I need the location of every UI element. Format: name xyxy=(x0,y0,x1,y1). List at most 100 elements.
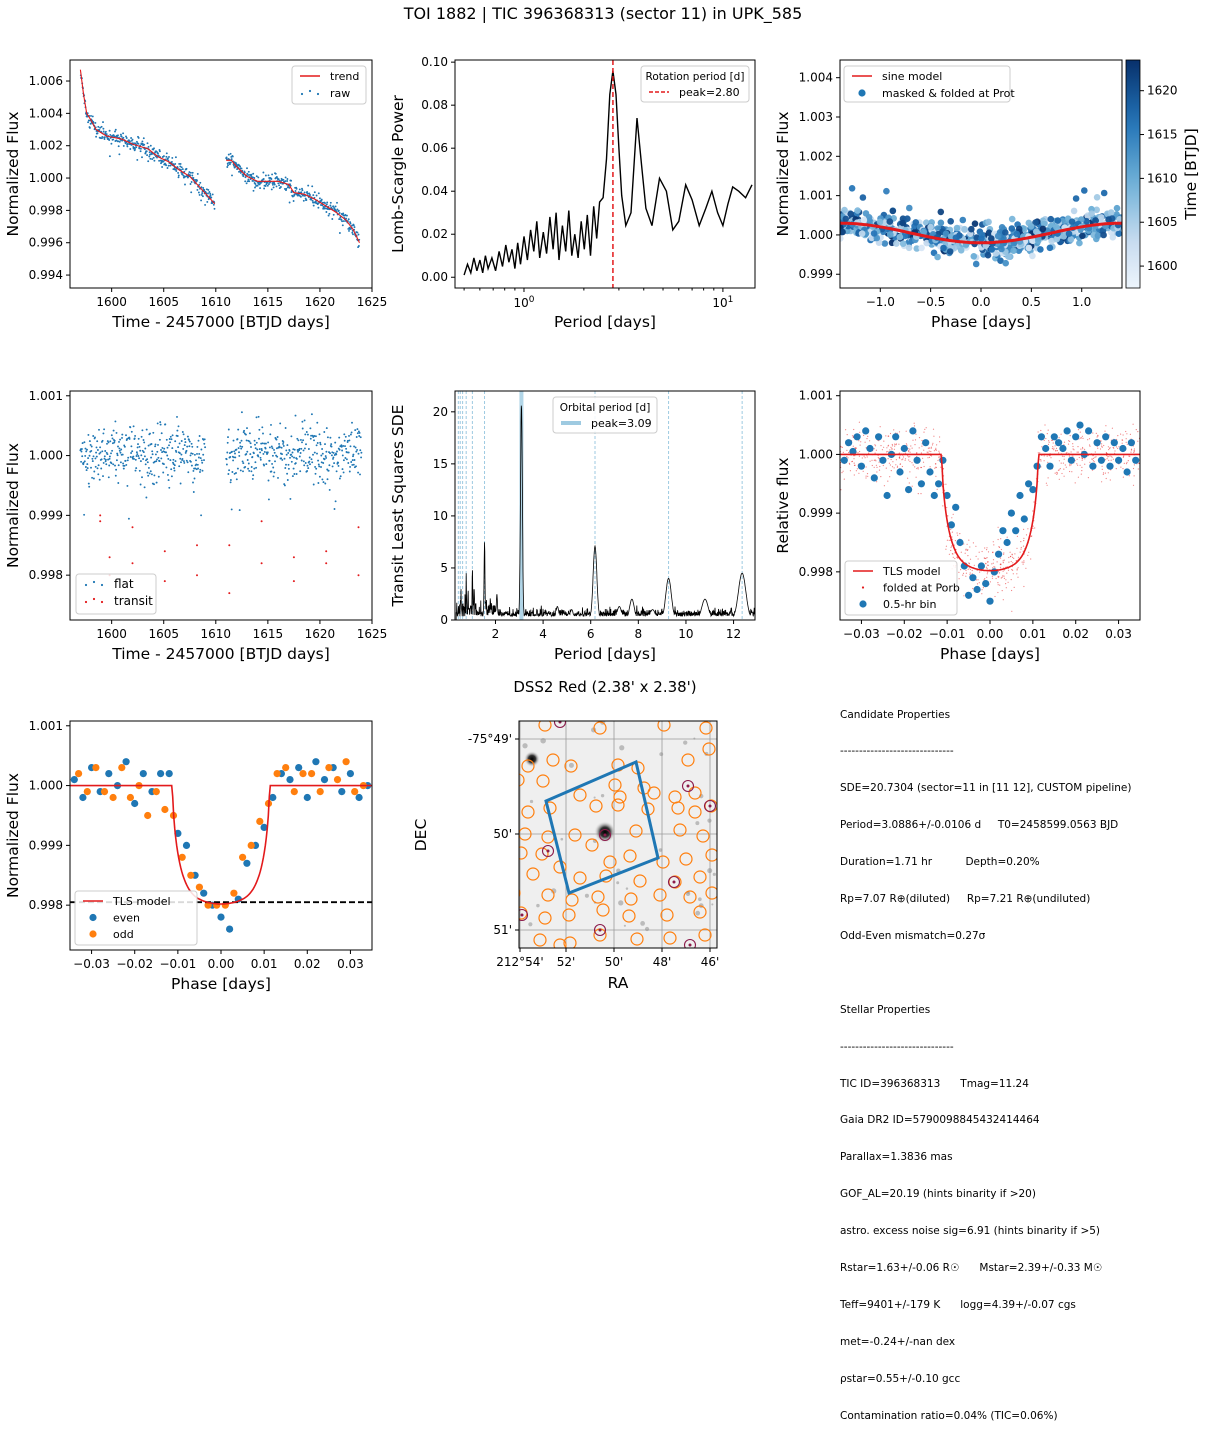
x-tick-label: −0.03 xyxy=(73,957,110,971)
binned-flux-point xyxy=(1007,509,1016,517)
flat-flux-point xyxy=(359,473,361,476)
flat-flux-point xyxy=(341,454,344,457)
background-star xyxy=(529,799,534,804)
folded-flux-point xyxy=(914,444,916,446)
x-tick-label: 1600 xyxy=(96,295,127,309)
raw-flux-point xyxy=(290,179,293,182)
gaia-source-circle xyxy=(533,933,547,947)
flat-flux-point xyxy=(330,445,333,448)
gaia-source-circle xyxy=(705,848,717,862)
y-tick-label: 0.08 xyxy=(421,98,448,112)
raw-flux-point xyxy=(114,128,117,131)
flat-flux-point xyxy=(181,458,184,460)
folded-flux-point xyxy=(1079,431,1081,433)
folded-flux-point xyxy=(876,481,878,483)
folded-flux-point xyxy=(914,439,917,441)
raw-flux-point xyxy=(321,204,324,207)
x-tick-base: 10 xyxy=(712,296,727,310)
flat-flux-point xyxy=(309,427,312,430)
flat-flux-point xyxy=(351,463,354,466)
y-tick-label: 5 xyxy=(440,561,448,575)
folded-point xyxy=(985,218,992,226)
folded-flux-point xyxy=(1138,462,1140,464)
x-tick-label: 50' xyxy=(605,955,624,969)
candidate-line: Period=3.0886+/-0.0106 d T0=2458599.0563… xyxy=(840,819,1119,832)
flat-flux-point xyxy=(304,433,307,436)
folded-point xyxy=(972,260,980,268)
stellar-line: met=-0.24+/-nan dex xyxy=(840,1335,956,1348)
folded-flux-point xyxy=(1005,579,1007,581)
folded-flux-point xyxy=(1003,553,1005,555)
binned-flux-point xyxy=(935,480,943,488)
flat-flux-point xyxy=(308,460,311,463)
flat-flux-point xyxy=(259,458,262,461)
raw-flux-point xyxy=(117,140,120,143)
legend-dot-swatch xyxy=(859,600,867,608)
flat-flux-point xyxy=(312,453,314,456)
folded-flux-point xyxy=(969,546,971,548)
gaia-source-circle xyxy=(526,867,540,881)
y-tick-label: 0.998 xyxy=(29,568,63,582)
raw-flux-point xyxy=(342,212,345,215)
odd-flux-point xyxy=(100,788,109,796)
flat-flux-point xyxy=(186,445,189,448)
flat-flux-point xyxy=(347,462,350,464)
folded-flux-point xyxy=(1016,547,1018,549)
flat-flux-point xyxy=(234,456,237,459)
flat-flux-point xyxy=(123,445,126,448)
binned-flux-point xyxy=(909,427,917,435)
folded-flux-point xyxy=(1076,458,1078,460)
folded-point xyxy=(1115,230,1122,237)
odd-flux-point xyxy=(144,811,152,820)
raw-flux-point xyxy=(274,172,277,175)
flat-flux-point xyxy=(113,441,116,444)
raw-flux-point xyxy=(246,180,249,183)
folded-flux-point xyxy=(1020,548,1022,550)
raw-flux-point xyxy=(338,212,341,214)
folded-flux-point xyxy=(840,489,842,491)
flat-flux-point xyxy=(80,450,83,453)
folded-flux-point xyxy=(1043,460,1045,462)
raw-flux-point xyxy=(312,204,315,207)
folded-flux-point xyxy=(907,455,909,457)
gaia-source-circle xyxy=(521,805,535,819)
flat-flux-point xyxy=(182,447,185,450)
raw-flux-point xyxy=(209,194,212,197)
flat-flux-point xyxy=(118,440,120,443)
flat-flux-point xyxy=(347,451,350,454)
candidate-properties-rule: ------------------------------ xyxy=(840,745,954,758)
raw-flux-point xyxy=(264,174,267,177)
folded-flux-point xyxy=(1129,433,1131,435)
folded-flux-point xyxy=(929,466,931,468)
gaia-source-circle xyxy=(698,928,712,942)
flat-flux-point xyxy=(167,479,170,482)
folded-flux-point xyxy=(1114,452,1116,454)
flat-flux-point xyxy=(127,456,130,459)
flat-flux-point xyxy=(109,440,112,443)
y-tick-label: 1.004 xyxy=(29,106,63,120)
folded-flux-point xyxy=(969,574,971,576)
folded-flux-point xyxy=(1081,457,1083,459)
flat-flux-point xyxy=(100,458,103,461)
folded-point xyxy=(1065,230,1073,237)
flat-flux-point xyxy=(234,452,236,455)
folded-point xyxy=(988,246,995,253)
flat-flux-point xyxy=(127,517,130,520)
even-flux-point xyxy=(79,793,87,802)
flat-flux-point xyxy=(296,437,299,440)
x-tick-label: 12 xyxy=(726,627,741,641)
folded-flux-point xyxy=(998,546,1000,548)
variable-source-dot xyxy=(708,804,712,808)
raw-flux-point xyxy=(259,187,262,190)
raw-flux-point xyxy=(89,122,92,125)
flat-flux-point xyxy=(201,461,204,464)
folded-flux-point xyxy=(997,571,1000,573)
flat-flux-point xyxy=(111,437,114,440)
folded-flux-point xyxy=(1060,433,1062,435)
x-axis-label: Time - 2457000 [BTJD days] xyxy=(111,645,330,663)
legend-dot-swatch xyxy=(89,913,97,922)
y-tick-label: 1.000 xyxy=(799,447,833,461)
flat-flux-point xyxy=(149,432,151,435)
folded-flux-point xyxy=(969,568,972,571)
flat-flux-point xyxy=(141,429,144,432)
